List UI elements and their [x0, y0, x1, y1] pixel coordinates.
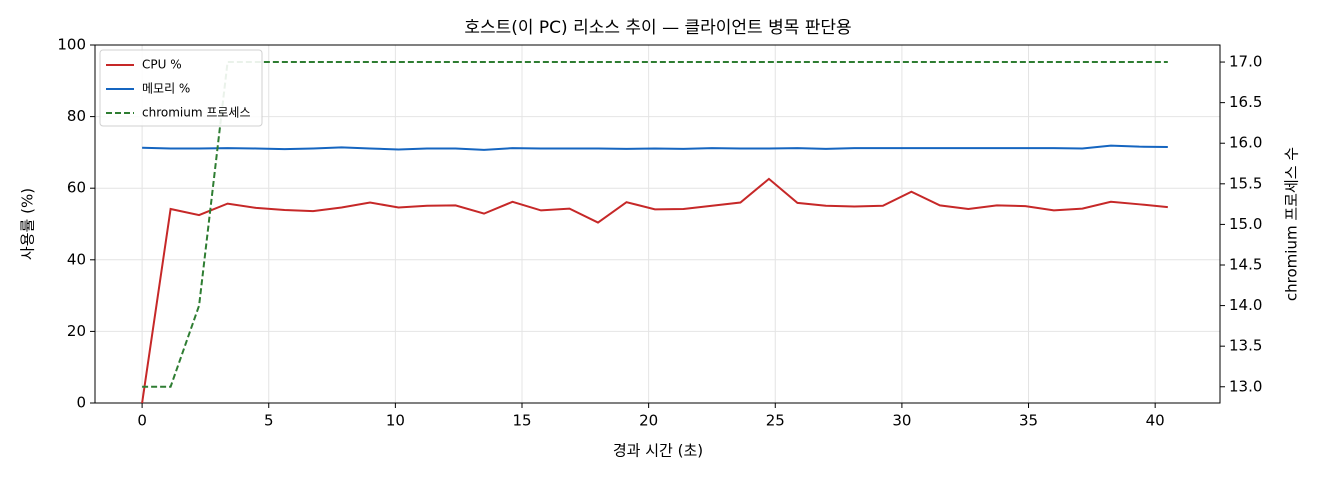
x-tick-label: 35	[1019, 412, 1038, 430]
y2-tick-label: 17.0	[1229, 53, 1262, 71]
legend-label: 메모리 %	[142, 82, 190, 96]
x-tick-label: 5	[264, 412, 274, 430]
y2-tick-label: 13.0	[1229, 377, 1262, 395]
y2-tick-label: 13.5	[1229, 337, 1262, 355]
chart-title: 호스트(이 PC) 리소스 추이 — 클라이언트 병목 판단용	[464, 18, 851, 38]
y-tick-label: 80	[67, 107, 86, 125]
y2-tick-label: 14.5	[1229, 255, 1262, 273]
legend-label: CPU %	[142, 58, 182, 72]
y2-tick-label: 16.5	[1229, 93, 1262, 111]
legend-box	[99, 49, 263, 127]
x-tick-label: 0	[137, 412, 147, 430]
x-tick-label: 40	[1146, 412, 1165, 430]
series-line	[141, 177, 1168, 404]
series-line	[142, 144, 1168, 151]
y2-tick-label: 15.0	[1229, 215, 1262, 233]
x-tick-label: 25	[766, 412, 785, 430]
x-axis-label: 경과 시간 (초)	[613, 442, 703, 460]
series-line	[142, 61, 1168, 388]
y-tick-label: 100	[57, 36, 86, 54]
x-tick-label: 15	[512, 412, 531, 430]
y2-axis-label: chromium 프로세스 수	[1283, 147, 1301, 301]
x-tick-label: 30	[892, 412, 911, 430]
y2-tick-label: 15.5	[1229, 174, 1262, 192]
x-tick-label: 10	[386, 412, 405, 430]
legend-label: chromium 프로세스	[142, 106, 251, 120]
x-tick-label: 20	[639, 412, 658, 430]
y-tick-label: 60	[67, 179, 86, 197]
y2-tick-label: 16.0	[1229, 134, 1262, 152]
y-tick-label: 0	[76, 394, 86, 412]
y2-tick-label: 14.0	[1229, 296, 1262, 314]
y-tick-label: 20	[67, 322, 86, 340]
plot-frame	[94, 44, 1221, 404]
y-axis-label: 사용률 (%)	[19, 188, 37, 260]
y-tick-label: 40	[67, 250, 86, 268]
